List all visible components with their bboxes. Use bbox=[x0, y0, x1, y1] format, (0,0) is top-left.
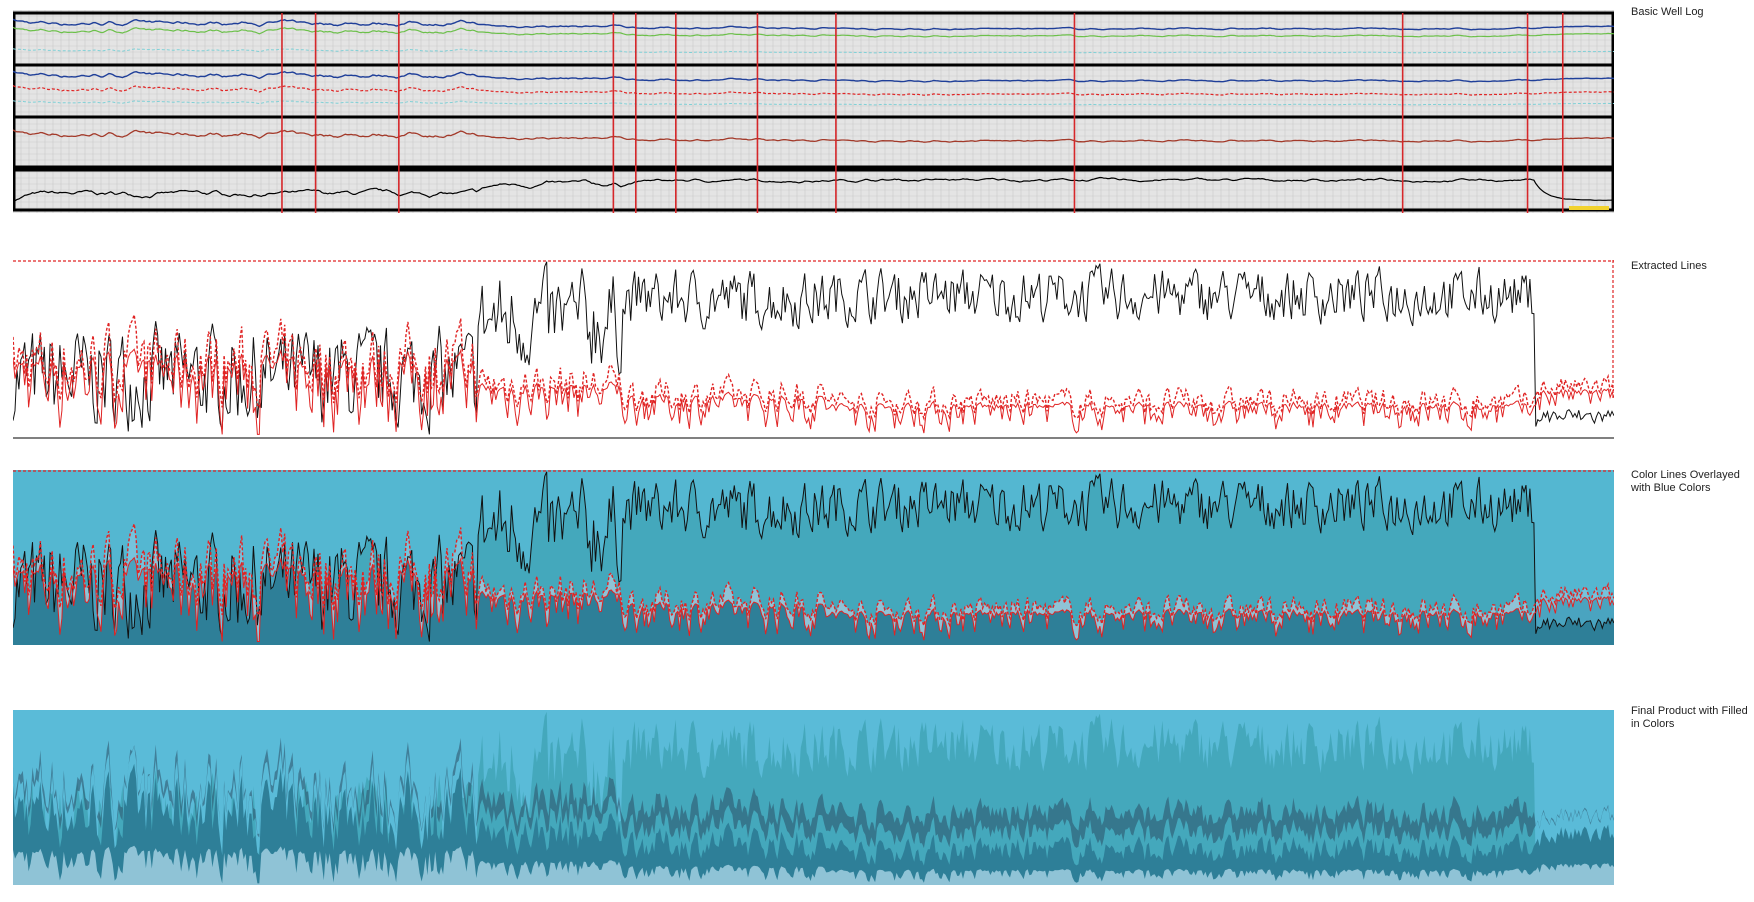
blue-curve-track1 bbox=[13, 18, 1614, 31]
extracted-background bbox=[13, 260, 1614, 442]
extracted-lines-chart bbox=[13, 260, 1614, 442]
yellow-marker bbox=[1569, 206, 1609, 210]
log-background bbox=[13, 10, 1614, 213]
basic-well-log-chart bbox=[13, 10, 1614, 213]
red-curve-dashed bbox=[13, 314, 1614, 421]
log-track-3 bbox=[13, 168, 1614, 212]
basic-well-log-label: Basic Well Log bbox=[1631, 6, 1704, 18]
black-curve bbox=[13, 261, 1614, 435]
red-curve-solid bbox=[13, 556, 1614, 642]
color-overlay-panel bbox=[13, 470, 1614, 645]
green-curve-track1 bbox=[13, 26, 1614, 38]
brown-curve-track3 bbox=[13, 129, 1614, 143]
blue-curve-track2 bbox=[13, 70, 1614, 83]
sky-band bbox=[13, 470, 1614, 642]
basic-well-log-panel bbox=[13, 10, 1614, 213]
extracted-lines-panel bbox=[13, 260, 1614, 442]
black-curve bbox=[13, 471, 1614, 642]
extracted-lines-label: Extracted Lines bbox=[1631, 260, 1707, 272]
color-overlay-chart bbox=[13, 470, 1614, 645]
red-curve-solid bbox=[13, 348, 1614, 435]
sky-fill bbox=[13, 710, 1614, 882]
final-product-panel bbox=[13, 710, 1614, 885]
final-product-chart bbox=[13, 710, 1614, 885]
color-overlay-label: Color Lines Overlayed with Blue Colors bbox=[1631, 469, 1740, 494]
pale-fill bbox=[13, 845, 1614, 885]
black-curve-track4 bbox=[13, 176, 1614, 202]
red-curve-track2 bbox=[13, 85, 1614, 96]
final-product-label: Final Product with Filled in Colors bbox=[1631, 705, 1748, 730]
red-curve-dashed bbox=[13, 523, 1614, 629]
navy-fill bbox=[13, 737, 1614, 849]
log-track-2 bbox=[13, 115, 1614, 169]
